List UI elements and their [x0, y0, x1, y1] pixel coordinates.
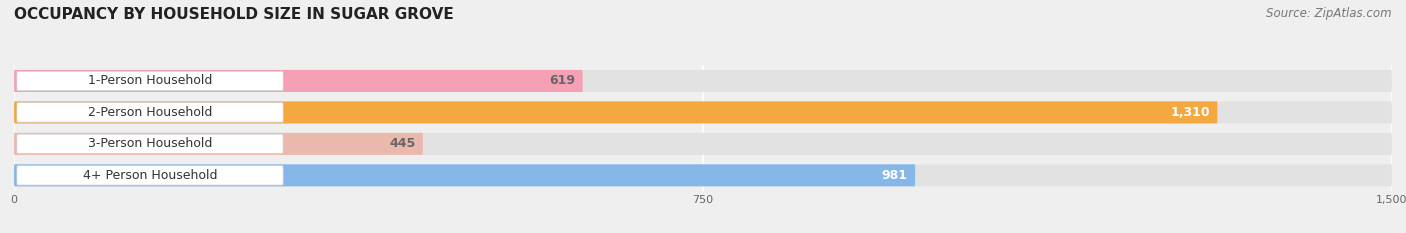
FancyBboxPatch shape	[14, 164, 1392, 186]
FancyBboxPatch shape	[17, 71, 283, 91]
Text: 981: 981	[882, 169, 908, 182]
FancyBboxPatch shape	[14, 101, 1218, 123]
FancyBboxPatch shape	[14, 101, 1392, 123]
Text: 445: 445	[389, 137, 416, 150]
Text: 619: 619	[550, 75, 575, 87]
Text: 4+ Person Household: 4+ Person Household	[83, 169, 218, 182]
FancyBboxPatch shape	[17, 134, 283, 154]
Text: 2-Person Household: 2-Person Household	[87, 106, 212, 119]
Text: 1,310: 1,310	[1170, 106, 1211, 119]
FancyBboxPatch shape	[14, 70, 582, 92]
FancyBboxPatch shape	[14, 70, 1392, 92]
Text: 1-Person Household: 1-Person Household	[87, 75, 212, 87]
FancyBboxPatch shape	[14, 164, 915, 186]
Text: 3-Person Household: 3-Person Household	[87, 137, 212, 150]
FancyBboxPatch shape	[17, 166, 283, 185]
Text: OCCUPANCY BY HOUSEHOLD SIZE IN SUGAR GROVE: OCCUPANCY BY HOUSEHOLD SIZE IN SUGAR GRO…	[14, 7, 454, 22]
FancyBboxPatch shape	[17, 103, 283, 122]
FancyBboxPatch shape	[14, 133, 423, 155]
FancyBboxPatch shape	[14, 133, 1392, 155]
Text: Source: ZipAtlas.com: Source: ZipAtlas.com	[1267, 7, 1392, 20]
